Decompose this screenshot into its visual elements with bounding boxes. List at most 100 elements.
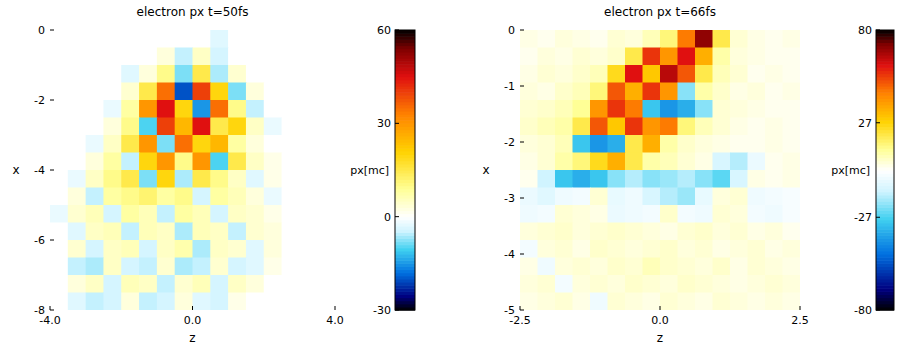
cell	[783, 223, 801, 241]
cell	[86, 293, 104, 311]
cell	[643, 275, 661, 293]
cell	[748, 258, 766, 276]
y-tick	[520, 254, 524, 255]
cell	[695, 100, 713, 118]
cell	[783, 118, 801, 136]
cell	[210, 153, 228, 171]
cell	[643, 258, 661, 276]
cell	[608, 135, 626, 153]
cell	[555, 275, 573, 293]
cell	[678, 240, 696, 258]
cell	[748, 100, 766, 118]
cell	[608, 30, 626, 48]
cell	[282, 30, 300, 48]
cell	[264, 30, 282, 48]
cell	[520, 258, 538, 276]
cell	[608, 83, 626, 101]
cell	[264, 275, 282, 293]
cell	[678, 65, 696, 83]
cell	[86, 170, 104, 188]
cell	[660, 65, 678, 83]
cell	[573, 293, 591, 311]
cell	[660, 170, 678, 188]
cell	[695, 83, 713, 101]
cell	[246, 240, 264, 258]
cell	[175, 275, 193, 293]
colorbar-frame	[876, 30, 894, 310]
cell	[139, 30, 157, 48]
cell	[282, 275, 300, 293]
cell	[210, 135, 228, 153]
cell	[538, 188, 556, 206]
cell	[573, 118, 591, 136]
cell	[210, 48, 228, 66]
cell	[765, 240, 783, 258]
cell	[608, 205, 626, 223]
cell	[228, 223, 246, 241]
cell	[50, 65, 68, 83]
colorbar-tick	[395, 310, 399, 311]
cell	[625, 240, 643, 258]
cell	[121, 223, 139, 241]
cell	[555, 100, 573, 118]
cell	[748, 240, 766, 258]
cell	[748, 135, 766, 153]
cell	[86, 65, 104, 83]
cell	[299, 275, 317, 293]
cell	[608, 118, 626, 136]
cell	[555, 153, 573, 171]
cell	[317, 275, 335, 293]
cell	[139, 153, 157, 171]
cell	[520, 153, 538, 171]
cell	[210, 240, 228, 258]
cell	[193, 275, 211, 293]
y-tick-label: -1	[504, 80, 515, 93]
cell	[643, 65, 661, 83]
cell	[643, 153, 661, 171]
cell	[538, 205, 556, 223]
cell	[678, 135, 696, 153]
cell	[139, 223, 157, 241]
cell	[520, 188, 538, 206]
cell	[68, 30, 86, 48]
cell	[193, 100, 211, 118]
cell	[713, 293, 731, 311]
cell	[246, 30, 264, 48]
cell	[573, 153, 591, 171]
cell	[139, 135, 157, 153]
cell	[175, 153, 193, 171]
cell	[520, 135, 538, 153]
cell	[520, 83, 538, 101]
cell	[246, 48, 264, 66]
cell	[193, 83, 211, 101]
cell	[50, 30, 68, 48]
cell	[660, 118, 678, 136]
y-tick-label: -5	[504, 304, 515, 317]
y-tick	[520, 142, 524, 143]
cell	[590, 170, 608, 188]
cell	[660, 48, 678, 66]
colorbar-tick-label: 30	[377, 117, 391, 130]
cell	[157, 118, 175, 136]
cell	[783, 153, 801, 171]
cell	[590, 275, 608, 293]
colorbar-tick	[876, 217, 880, 218]
cell	[695, 170, 713, 188]
cell	[68, 118, 86, 136]
cell	[50, 188, 68, 206]
cell	[730, 258, 748, 276]
cell	[713, 135, 731, 153]
cell	[678, 83, 696, 101]
cell	[264, 258, 282, 276]
cell	[103, 153, 121, 171]
colorbar	[395, 30, 415, 311]
cell	[86, 240, 104, 258]
cell	[157, 258, 175, 276]
cell	[660, 240, 678, 258]
cell	[246, 258, 264, 276]
cell	[264, 293, 282, 311]
cell	[765, 170, 783, 188]
cell	[50, 258, 68, 276]
cell	[193, 118, 211, 136]
cell	[228, 30, 246, 48]
